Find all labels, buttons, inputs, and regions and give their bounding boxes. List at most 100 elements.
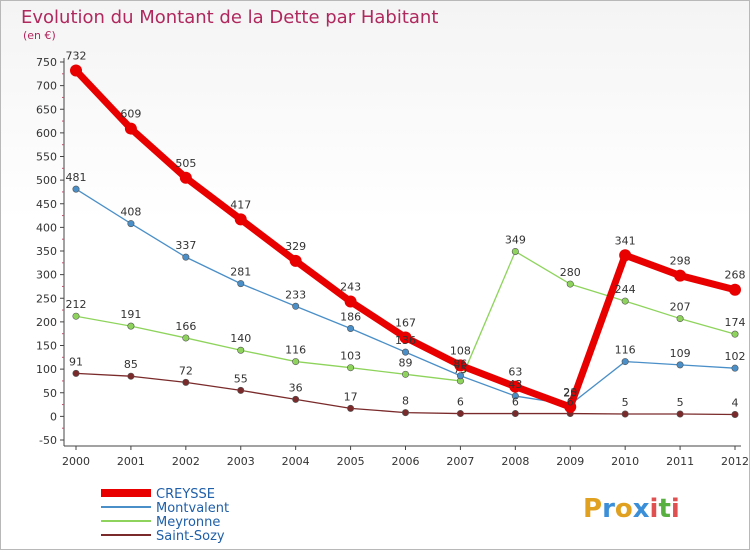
data-point	[344, 295, 357, 308]
data-label: 268	[725, 269, 746, 282]
data-label: 243	[340, 281, 361, 294]
data-label: 341	[615, 234, 636, 247]
data-label: 349	[505, 233, 526, 246]
data-label: 89	[399, 356, 413, 369]
y-tick-label: 550	[36, 151, 57, 164]
data-label: 167	[395, 316, 416, 329]
y-tick-label: 750	[36, 56, 57, 69]
x-tick-label: 2001	[117, 455, 145, 468]
x-tick-label: 2009	[556, 455, 584, 468]
legend-label-montvalent: Montvalent	[156, 501, 229, 516]
data-label: 85	[124, 358, 138, 371]
x-tick-label: 2004	[282, 455, 310, 468]
data-point	[127, 322, 135, 330]
data-label: 280	[560, 266, 581, 279]
data-label: 103	[340, 350, 361, 363]
data-point	[676, 361, 684, 369]
logo-letter: r	[602, 494, 615, 524]
data-point	[182, 253, 190, 261]
data-label: 116	[285, 344, 306, 357]
data-point	[621, 297, 629, 305]
data-point	[676, 410, 684, 418]
data-point	[454, 359, 467, 372]
data-point	[292, 302, 300, 310]
data-point	[676, 315, 684, 323]
data-label: 108	[450, 344, 471, 357]
y-tick-label: 500	[36, 174, 57, 187]
data-point	[347, 404, 355, 412]
data-label: 298	[670, 255, 691, 268]
data-label: 186	[340, 310, 361, 323]
data-label: 6	[457, 396, 464, 409]
data-point	[182, 378, 190, 386]
data-point	[621, 410, 629, 418]
data-label: 109	[670, 347, 691, 360]
data-point	[621, 358, 629, 366]
data-label: 233	[285, 288, 306, 301]
x-tick-label: 2012	[721, 455, 749, 468]
data-label: 732	[66, 50, 87, 63]
data-point	[347, 324, 355, 332]
x-tick-label: 2003	[227, 455, 255, 468]
data-point	[511, 392, 519, 400]
data-point	[292, 358, 300, 366]
data-label: 5	[622, 396, 629, 409]
data-label: 86	[453, 358, 467, 371]
data-point	[401, 370, 409, 378]
data-label: 281	[230, 266, 251, 279]
data-label: 72	[179, 364, 193, 377]
logo-text: Proxiti	[583, 494, 680, 524]
x-tick-label: 2007	[446, 455, 474, 468]
logo-letter: o	[615, 494, 633, 524]
data-label: 337	[175, 239, 196, 252]
data-label: 116	[615, 344, 636, 357]
data-label: 6	[512, 396, 519, 409]
data-point	[72, 185, 80, 193]
legend-label-saint-sozy: Saint-Sozy	[156, 529, 225, 544]
data-point	[511, 410, 519, 418]
data-label: 140	[230, 332, 251, 345]
series-layer	[70, 64, 741, 418]
data-label: 25	[563, 387, 577, 400]
y-tick-label: 100	[36, 363, 57, 376]
data-point	[564, 400, 577, 413]
proxiti-logo: Proxiti	[583, 494, 680, 524]
data-point	[619, 249, 632, 262]
y-tick-label: 450	[36, 198, 57, 211]
data-label: 6	[567, 396, 574, 409]
data-point	[234, 213, 247, 226]
data-point	[237, 386, 245, 394]
y-tick-label: 650	[36, 103, 57, 116]
data-label: 244	[615, 283, 636, 296]
data-point	[72, 369, 80, 377]
data-point	[401, 348, 409, 356]
data-label: 408	[120, 206, 141, 219]
y-tick-label: 700	[36, 80, 57, 93]
y-tick-label: 250	[36, 292, 57, 305]
logo-letter: i	[650, 494, 659, 524]
data-label: 8	[402, 395, 409, 408]
data-label: 212	[66, 298, 87, 311]
data-label: 63	[508, 366, 522, 379]
data-point	[731, 364, 739, 372]
y-tick-label: 300	[36, 269, 57, 282]
y-tick-label: -50	[39, 434, 57, 447]
y-tick-label: 0	[50, 410, 57, 423]
y-tick-label: 150	[36, 340, 57, 353]
legend-label-creysse: CREYSSE	[156, 487, 215, 502]
logo-letter: P	[583, 494, 602, 524]
x-tick-label: 2000	[62, 455, 90, 468]
x-tick-label: 2011	[666, 455, 694, 468]
logo-letter: t	[658, 494, 670, 524]
data-point	[127, 372, 135, 380]
data-label: 55	[234, 372, 248, 385]
x-tick-label: 2008	[501, 455, 529, 468]
data-label: 505	[175, 157, 196, 170]
data-point	[566, 280, 574, 288]
data-label: 17	[344, 390, 358, 403]
data-point	[237, 280, 245, 288]
chart-unit: (en €)	[23, 29, 56, 42]
